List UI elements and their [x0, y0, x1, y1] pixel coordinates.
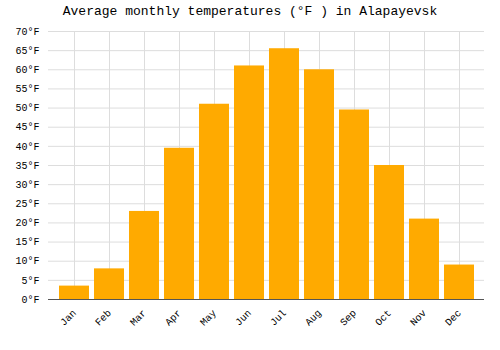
svg-text:5°F: 5°F [21, 276, 39, 287]
svg-text:10°F: 10°F [15, 256, 39, 267]
svg-text:Oct: Oct [373, 308, 394, 329]
svg-text:Mar: Mar [128, 308, 149, 329]
svg-text:45°F: 45°F [15, 122, 39, 133]
svg-text:30°F: 30°F [15, 180, 39, 191]
svg-text:70°F: 70°F [15, 27, 39, 38]
html-text:Average monthly temperatures (: Average monthly temperatures (°F ) in Al… [62, 4, 438, 19]
svg-text:15°F: 15°F [15, 237, 39, 248]
svg-text:Jun: Jun [233, 308, 254, 329]
svg-text:60°F: 60°F [15, 65, 39, 76]
svg-text:Feb: Feb [93, 308, 114, 329]
svg-text:20°F: 20°F [15, 218, 39, 229]
svg-text:50°F: 50°F [15, 103, 39, 114]
svg-text:Sep: Sep [338, 308, 359, 329]
svg-text:40°F: 40°F [15, 142, 39, 153]
svg-text:0°F: 0°F [21, 295, 39, 306]
svg-text:May: May [198, 308, 219, 329]
svg-text:35°F: 35°F [15, 161, 39, 172]
svg-text:Dec: Dec [443, 308, 464, 329]
svg-text:Aug: Aug [303, 308, 324, 329]
svg-text:Nov: Nov [408, 308, 429, 329]
svg-text:55°F: 55°F [15, 84, 39, 95]
svg-text:Jul: Jul [268, 308, 289, 329]
svg-text:Jan: Jan [58, 308, 79, 329]
svg-text:25°F: 25°F [15, 199, 39, 210]
svg-text:65°F: 65°F [15, 46, 39, 57]
svg-text:Apr: Apr [163, 308, 184, 329]
